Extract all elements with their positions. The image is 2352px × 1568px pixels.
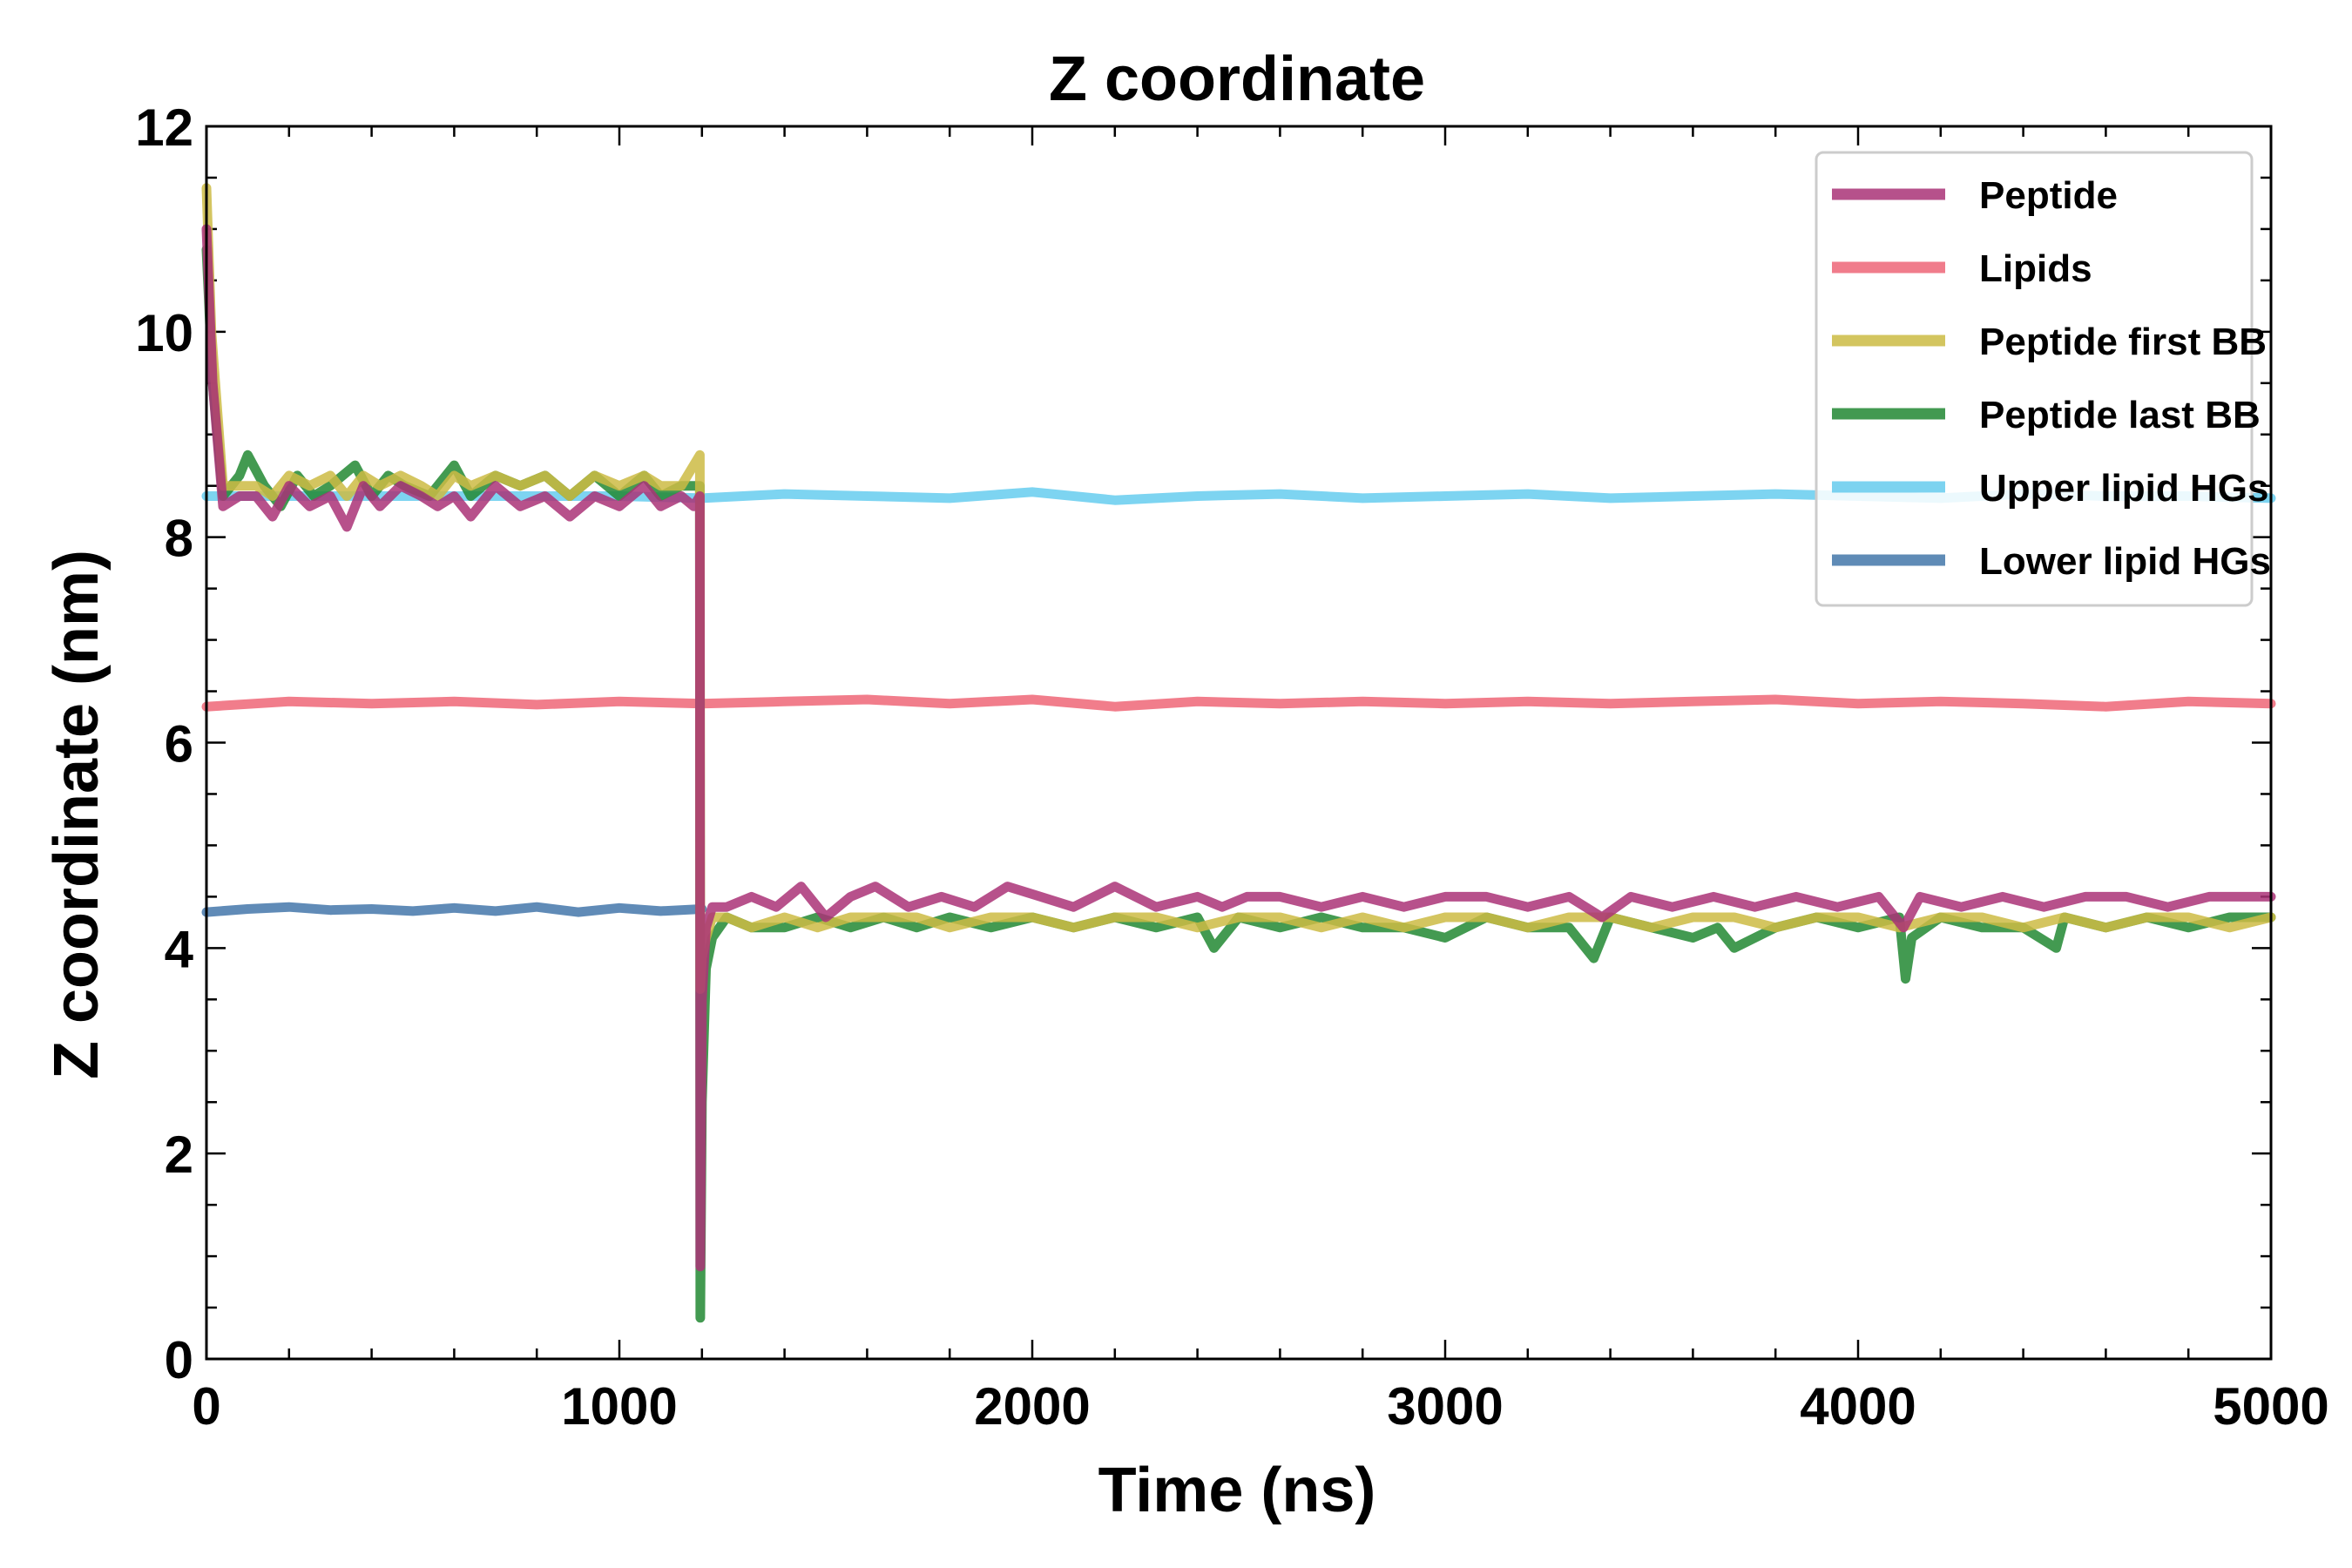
series-line-lower-lipid-hgs [201, 902, 707, 917]
series-line-peptide-first-bb [201, 183, 2276, 994]
legend-label-peptide-first-bb: Peptide first BB [1979, 321, 2267, 363]
y-tick-label: 10 [135, 304, 193, 362]
y-tick-label: 8 [165, 510, 193, 568]
x-tick-label: 1000 [561, 1377, 677, 1436]
axis-ticks: 0 1000 2000 3000 4000 5000 0 2 4 6 8 10 12 [135, 98, 2328, 1436]
x-tick-label: 4000 [1800, 1377, 1916, 1436]
y-tick-label: 12 [135, 98, 193, 157]
x-tick-label: 2000 [974, 1377, 1090, 1436]
legend-label-lipids: Lipids [1979, 247, 2092, 290]
legend-label-lower-lipid-hgs: Lower lipid HGs [1979, 540, 2271, 583]
y-axis-label: Z coordinate (nm) [42, 550, 112, 1079]
legend-label-peptide-last-bb: Peptide last BB [1979, 394, 2261, 436]
y-tick-label: 4 [165, 920, 194, 978]
legend: Peptide Lipids Peptide first BB Peptide las… [1815, 151, 2271, 607]
y-tick-label: 2 [165, 1125, 193, 1184]
y-tick-label: 0 [165, 1331, 193, 1389]
x-tick-label: 5000 [2213, 1377, 2328, 1436]
series-line-lipids [201, 694, 2276, 712]
y-tick-label: 6 [165, 715, 193, 774]
x-axis-label: Time (ns) [1098, 1456, 1376, 1525]
legend-box [1815, 151, 2254, 607]
series-line-peptide [201, 224, 2276, 1272]
plot-area [201, 183, 2276, 1323]
x-tick-label: 3000 [1387, 1377, 1503, 1436]
legend-label-upper-lipid-hgs: Upper lipid HGs [1979, 467, 2268, 510]
legend-label-peptide: Peptide [1979, 174, 2118, 217]
plot-frame [205, 125, 2273, 1361]
chart-title: Z coordinate [1049, 44, 1425, 114]
x-tick-label: 0 [192, 1377, 220, 1436]
